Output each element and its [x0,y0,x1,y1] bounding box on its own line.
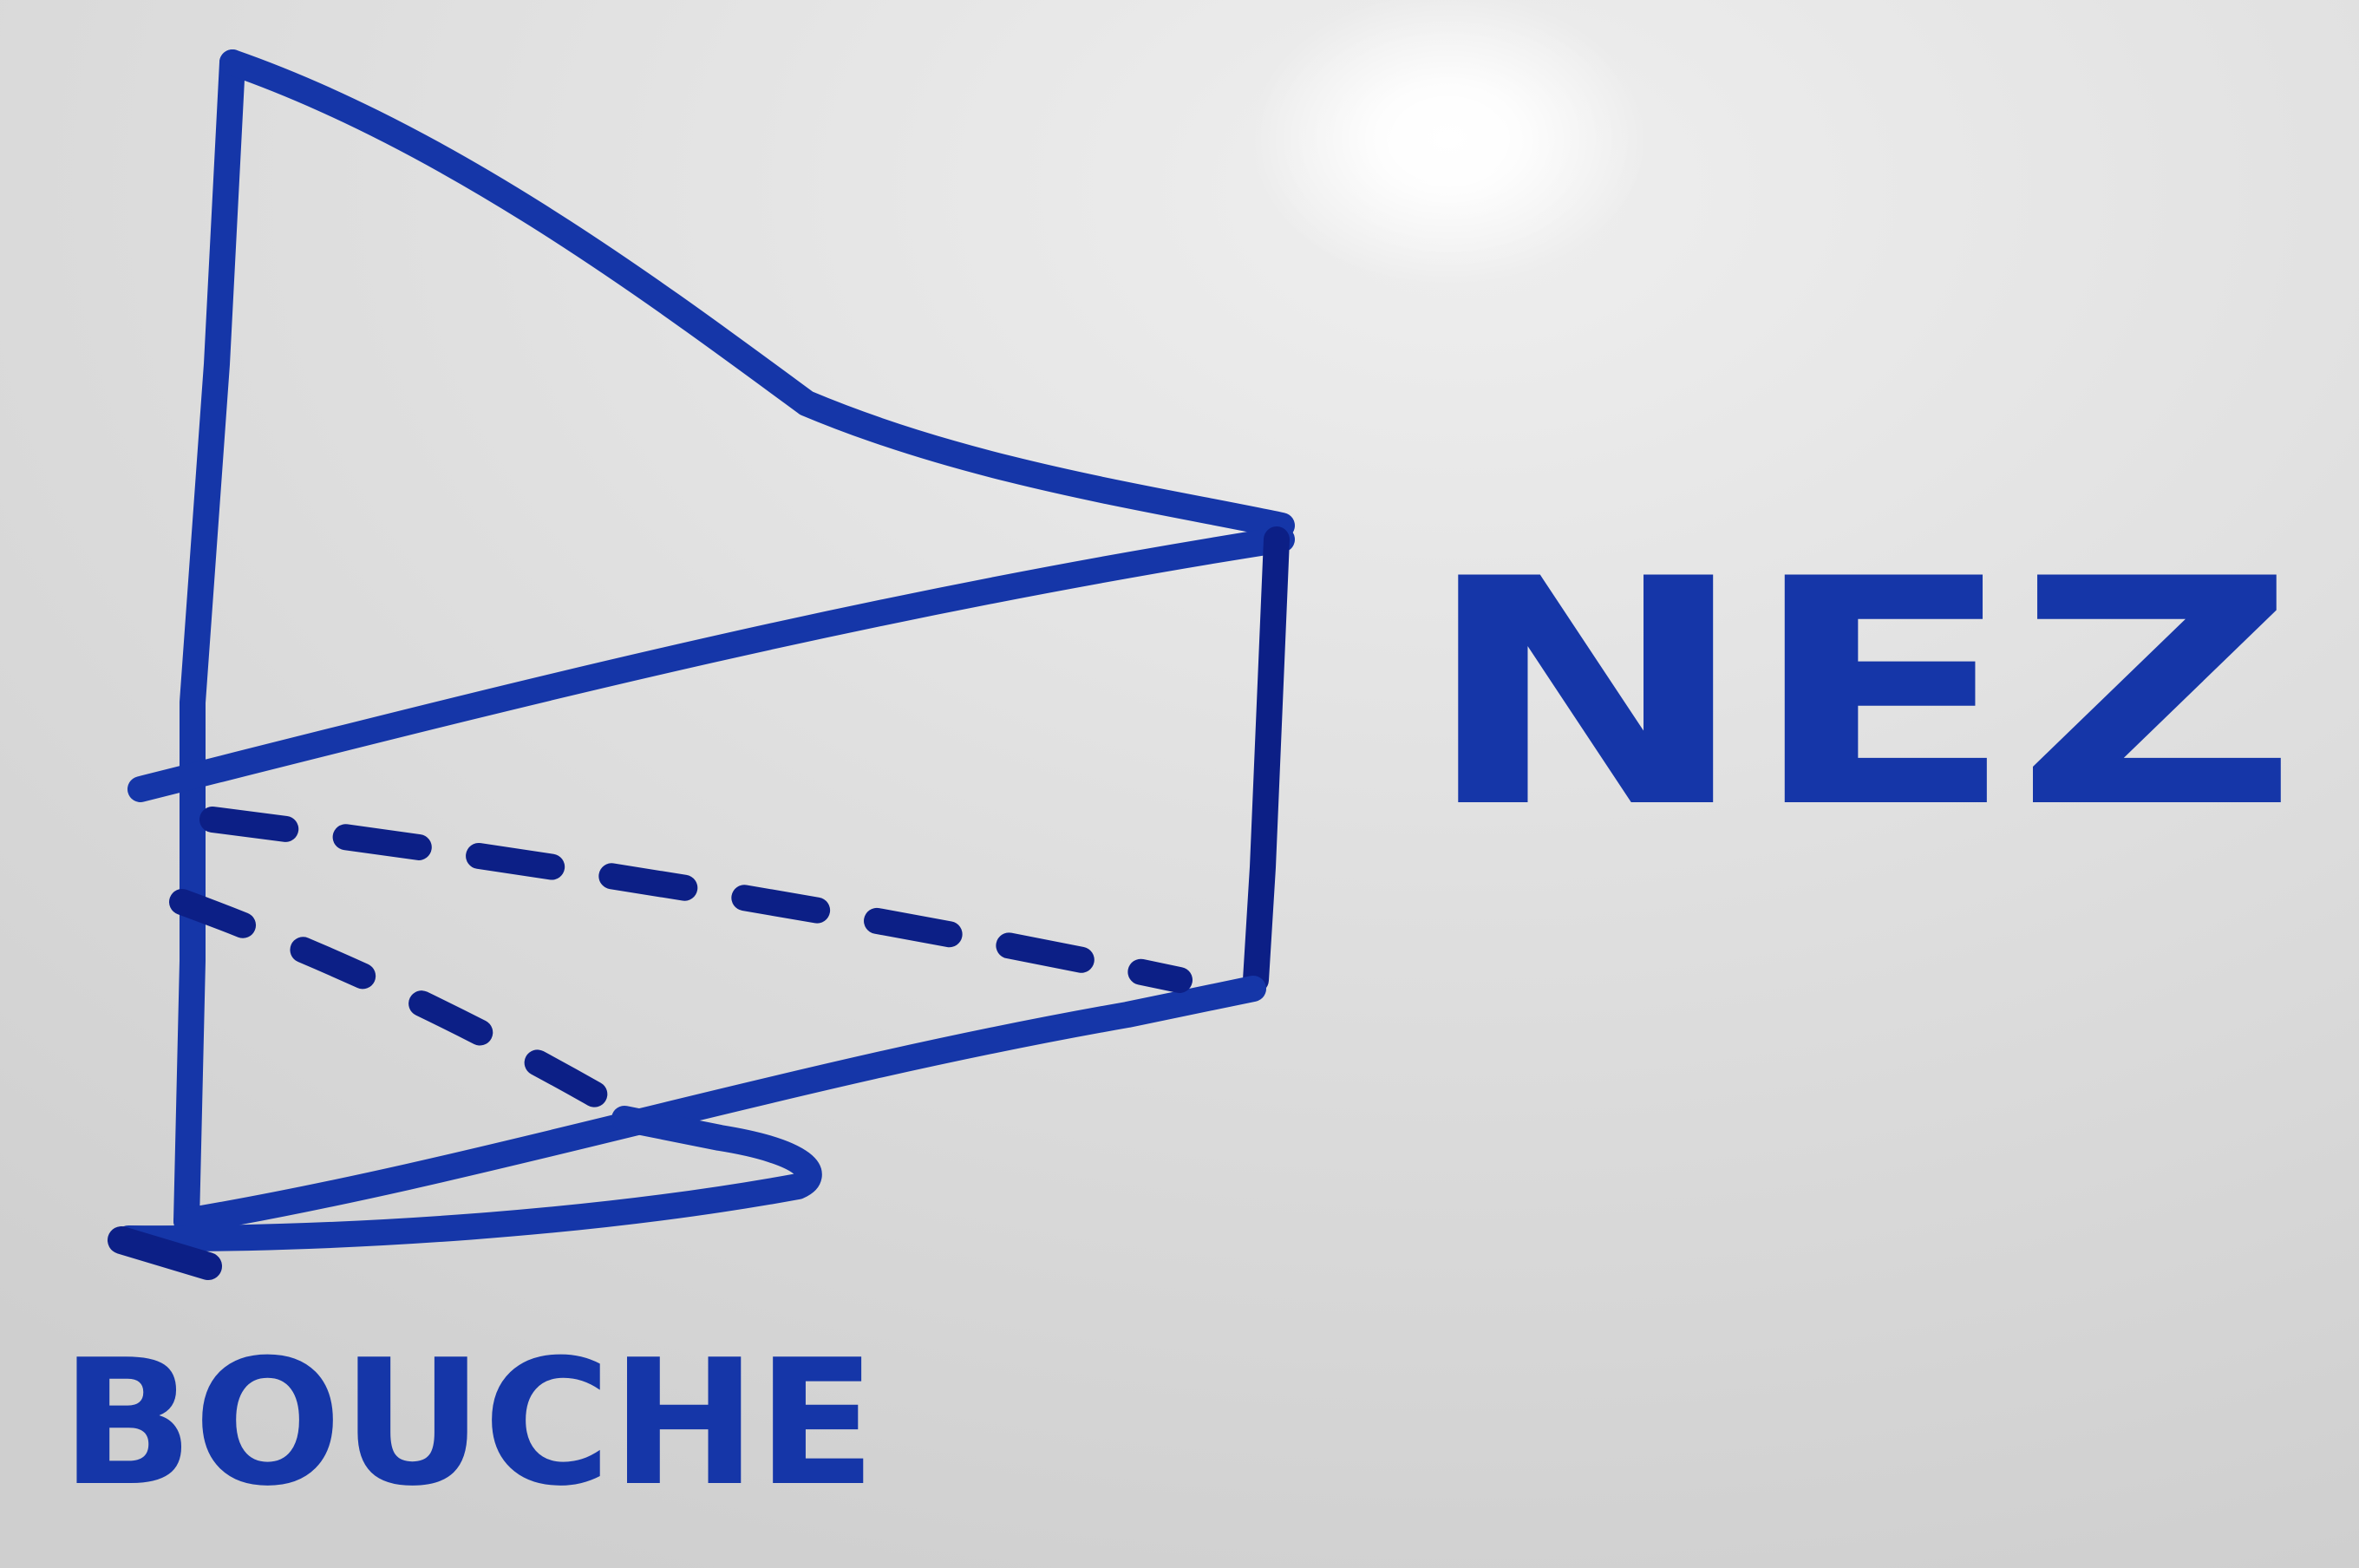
speaker-cone-sketch [108,49,1295,1280]
sketch-hidden-edge-lower [169,889,620,1114]
light-glare [1249,0,1648,286]
sketch-top-edge [127,526,1295,802]
sketch-left-edge [173,49,245,1234]
sketch-hidden-edge-upper [199,807,1193,993]
sketch-right-edge [1243,526,1290,993]
sketch-bottom-flap [115,1106,822,1252]
sketch-base-line [108,1226,222,1280]
label-bouche: BOUCHE [61,1323,876,1525]
label-nez: NEZ [1422,513,2298,876]
sketch-top-wing [219,49,1295,539]
